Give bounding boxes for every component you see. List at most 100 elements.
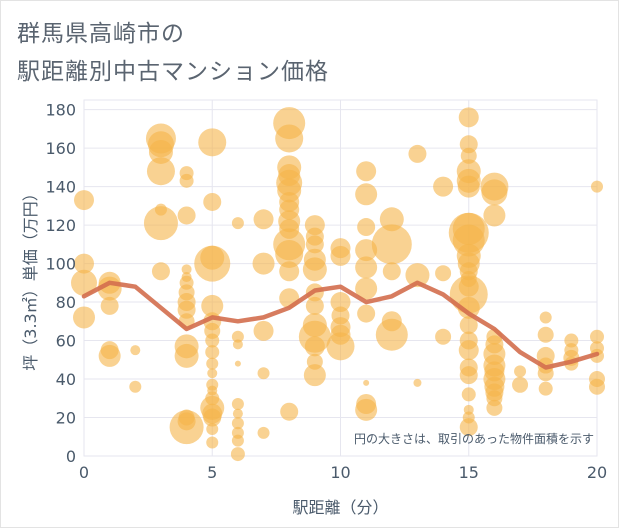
y-tick-label: 0 <box>66 447 76 466</box>
bubble-layer <box>71 107 605 462</box>
y-axis-label: 坪（3.3㎡）単価（万円） <box>21 185 40 370</box>
data-bubble <box>206 436 219 449</box>
data-bubble <box>279 261 300 282</box>
data-bubble <box>203 192 222 211</box>
data-bubble <box>375 318 408 351</box>
data-bubble <box>179 173 194 188</box>
data-bubble <box>151 262 170 281</box>
data-bubble <box>460 147 477 164</box>
trend-line-layer <box>81 280 600 370</box>
data-bubble <box>231 330 244 343</box>
data-bubble <box>357 304 376 323</box>
data-bubble <box>207 368 218 379</box>
data-bubble <box>457 296 480 319</box>
data-bubble <box>435 265 452 282</box>
y-tick-label: 120 <box>45 216 76 235</box>
data-bubble <box>483 204 506 227</box>
chart-title-line1: 群馬県高崎市の <box>17 21 185 47</box>
data-bubble <box>357 218 376 237</box>
data-bubble <box>481 179 508 206</box>
data-bubble <box>129 380 142 393</box>
data-bubble <box>537 326 554 343</box>
data-bubble <box>405 263 430 288</box>
data-bubble <box>234 360 241 367</box>
data-bubble <box>356 161 377 182</box>
data-bubble <box>538 381 553 396</box>
data-bubble <box>73 306 95 329</box>
data-bubble <box>257 367 270 380</box>
data-bubble <box>457 175 480 198</box>
data-bubble <box>177 206 196 225</box>
x-axis-label: 駅距離（分） <box>292 498 388 517</box>
data-bubble <box>206 423 219 436</box>
data-bubble <box>459 366 478 385</box>
data-bubble <box>280 402 299 421</box>
data-bubble <box>100 296 119 315</box>
data-bubble <box>174 343 199 368</box>
data-bubble <box>461 387 476 402</box>
data-bubble <box>194 245 231 282</box>
data-bubble <box>459 316 478 335</box>
data-bubble <box>253 320 274 341</box>
data-bubble <box>201 294 224 317</box>
data-bubble <box>459 418 478 437</box>
data-bubble <box>230 447 245 462</box>
data-bubble <box>305 235 324 254</box>
data-bubble <box>355 277 378 300</box>
data-bubble <box>435 328 452 345</box>
data-bubble <box>203 408 222 427</box>
data-bubble <box>371 224 412 265</box>
data-bubble <box>98 344 121 367</box>
data-bubble <box>231 398 244 411</box>
data-bubble <box>355 256 378 279</box>
data-bubble <box>302 257 327 282</box>
y-tick-label: 80 <box>56 293 76 312</box>
data-bubble <box>589 378 605 395</box>
data-bubble <box>198 128 227 157</box>
data-bubble <box>148 139 173 164</box>
y-tick-label: 180 <box>45 101 76 120</box>
y-tick-label: 60 <box>56 332 76 351</box>
data-bubble <box>514 365 527 378</box>
x-tick-label: 15 <box>459 463 479 482</box>
data-bubble <box>181 264 192 275</box>
data-bubble <box>539 311 552 324</box>
data-bubble <box>363 379 370 386</box>
chart-title-line2: 駅距離別中古マンション価格 <box>17 59 329 85</box>
data-bubble <box>304 336 325 357</box>
data-bubble <box>252 252 275 275</box>
data-bubble <box>206 357 219 370</box>
data-bubble <box>326 332 355 361</box>
data-bubble <box>257 426 270 439</box>
data-bubble <box>591 180 603 193</box>
data-bubble <box>143 206 178 241</box>
data-bubble <box>382 262 401 281</box>
x-tick-label: 5 <box>207 463 217 482</box>
data-bubble <box>564 333 579 348</box>
data-bubble <box>433 176 454 197</box>
data-bubble <box>231 434 244 447</box>
data-bubble <box>413 378 422 387</box>
data-bubble <box>169 410 204 445</box>
data-bubble <box>74 190 94 211</box>
data-bubble <box>330 292 351 313</box>
data-bubble <box>459 135 478 154</box>
data-bubble <box>330 245 351 266</box>
data-bubble <box>537 365 554 382</box>
y-tick-label: 100 <box>45 255 76 274</box>
data-bubble <box>303 364 326 387</box>
data-bubble <box>590 329 604 344</box>
y-tick-label: 40 <box>56 370 76 389</box>
y-tick-label: 20 <box>56 409 76 428</box>
data-bubble <box>232 408 243 419</box>
average-price-line <box>81 280 600 370</box>
y-tick-label: 140 <box>45 178 76 197</box>
data-bubble <box>275 239 304 268</box>
x-tick-label: 20 <box>587 463 607 482</box>
data-bubble <box>305 296 324 315</box>
data-bubble <box>355 183 378 206</box>
x-tick-label: 0 <box>79 463 89 482</box>
data-bubble <box>231 217 244 230</box>
data-bubble <box>205 333 220 348</box>
